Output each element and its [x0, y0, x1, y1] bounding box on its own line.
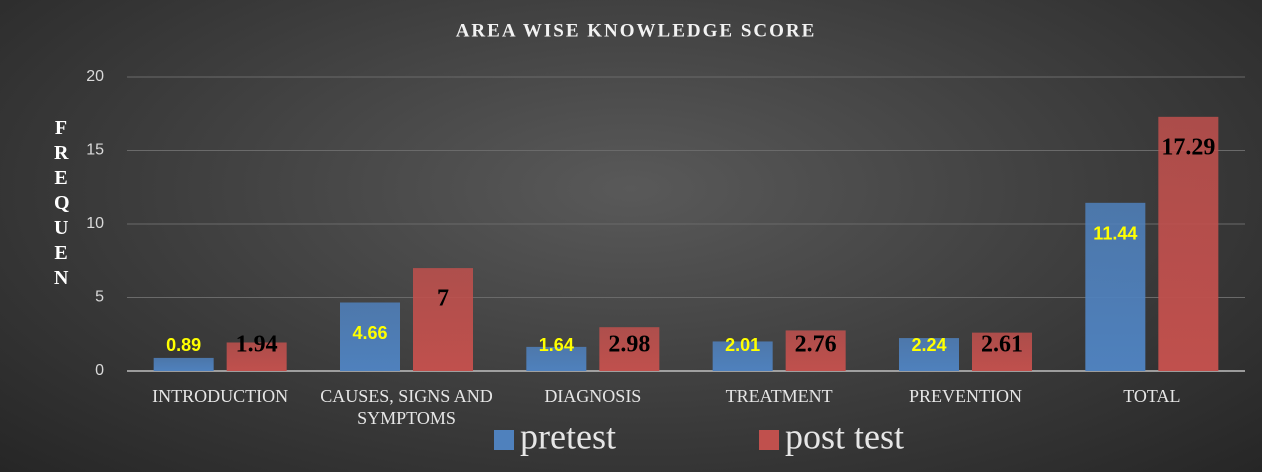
value-label: 1.94	[236, 332, 278, 358]
legend-swatch	[494, 430, 514, 450]
y-tick-label: 20	[86, 68, 104, 85]
bar	[972, 332, 1032, 371]
y-tick-label: 10	[86, 215, 104, 232]
value-label: 4.66	[352, 323, 387, 343]
bar	[1085, 202, 1146, 371]
legend-swatch	[759, 430, 779, 450]
value-label: 2.98	[608, 332, 650, 358]
value-label: 0.89	[166, 335, 201, 355]
legend-label: post test	[785, 416, 904, 456]
bar	[599, 327, 660, 371]
legend-label: pretest	[520, 416, 616, 456]
y-tick-label: 5	[95, 289, 104, 306]
x-tick-label: TREATMENT	[725, 386, 833, 406]
value-label: 17.29	[1161, 134, 1215, 160]
value-label: 7	[437, 286, 449, 312]
value-label: 2.61	[981, 332, 1023, 358]
bar	[413, 268, 473, 371]
bar	[899, 338, 959, 371]
bar	[785, 330, 846, 371]
value-label: 2.24	[911, 335, 946, 355]
bar	[1158, 116, 1219, 371]
y-tick-label: 0	[95, 362, 104, 379]
y-axis-label: FREQUEN	[54, 117, 70, 289]
x-tick-label: INTRODUCTION	[152, 386, 289, 406]
x-tick-label: CAUSES, SIGNS AND SYMPTOMS	[320, 386, 493, 428]
value-label: 11.44	[1093, 224, 1137, 244]
value-label: 2.76	[795, 332, 837, 358]
x-tick-label: PREVENTION	[909, 386, 1022, 406]
x-tick-label: TOTAL	[1123, 386, 1181, 406]
value-label: 1.64	[539, 335, 574, 355]
bar	[526, 346, 587, 371]
y-tick-label: 15	[86, 142, 104, 159]
bar	[340, 302, 400, 371]
chart-title: AREA WISE KNOWLEDGE SCORE	[456, 20, 817, 41]
bar	[226, 342, 287, 371]
bar	[712, 341, 773, 371]
value-label: 2.01	[725, 335, 760, 355]
x-tick-label: DIAGNOSIS	[544, 386, 642, 406]
bar	[153, 357, 214, 371]
